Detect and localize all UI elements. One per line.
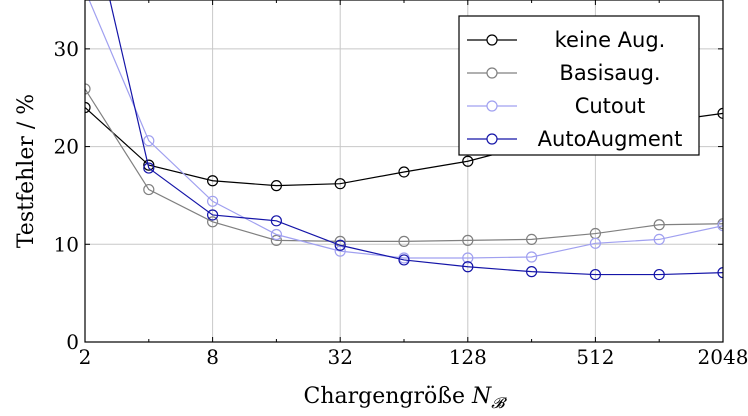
data-point [589,268,602,281]
legend-label: AutoAugment [538,127,683,151]
legend-entry: Cutout [467,94,645,118]
y-tick-label: 0 [66,330,79,354]
legend-marker [486,67,498,79]
legend-entry: keine Aug. [467,28,665,52]
data-point [143,135,155,147]
data-point [143,162,155,174]
y-tick-label: 20 [54,135,79,159]
legend: keine Aug. Basisaug. Cutout AutoAugment [458,15,700,156]
series-line [85,88,723,242]
data-point [85,101,91,114]
legend-marker [486,100,498,112]
data-point [270,180,282,192]
data-point [717,267,723,279]
x-tick-label: 2 [79,345,92,369]
data-point [270,215,282,227]
series-autoaugment [109,0,723,281]
series-line [88,0,723,259]
data-point [717,107,723,119]
data-point [462,155,474,167]
legend-label: keine Aug. [555,28,666,52]
y-tick-label: 10 [54,232,79,256]
data-point [653,219,665,231]
data-point [334,239,346,251]
data-point [207,175,219,187]
tick-labels: 2 8 32 128 512 2048 0 10 20 30 [54,37,748,369]
data-point [525,233,538,245]
data-point [270,234,282,246]
x-axis-label: Chargengröße N𝓑 [304,384,508,412]
data-point [462,261,474,273]
x-tick-label: 512 [576,345,614,369]
series-line [109,0,723,276]
data-point [334,245,346,257]
data-point [207,195,219,207]
data-point [398,235,410,247]
axis-ticks [84,0,724,343]
legend-label: Cutout [575,94,646,118]
legend-entry: AutoAugment [467,127,682,151]
data-point [143,183,155,196]
y-axis-label: Testfehler / % [14,94,39,248]
legend-marker [486,34,498,46]
data-point [653,233,665,245]
data-point [462,234,474,246]
data-point [717,220,723,232]
legend-label: Basisaug. [559,61,660,85]
data-point [143,159,155,171]
y-tick-label: 30 [54,37,79,61]
data-point [207,209,219,221]
data-point [398,166,410,178]
x-tick-label: 32 [327,345,352,369]
data-point [398,254,410,266]
data-point [525,251,538,263]
x-tick-label: 2048 [698,345,748,369]
series-cutout [88,0,723,264]
data-point [653,268,665,281]
data-point [589,237,602,249]
x-tick-label: 128 [449,345,487,369]
data-point [334,178,346,190]
legend-marker [486,133,498,145]
x-tick-label: 8 [206,345,219,369]
data-point [270,228,282,241]
data-point [207,216,219,228]
legend-entry: Basisaug. [467,61,661,85]
data-point [525,266,538,278]
data-point [85,83,91,95]
data-point [462,252,474,264]
legend-box [458,15,700,156]
